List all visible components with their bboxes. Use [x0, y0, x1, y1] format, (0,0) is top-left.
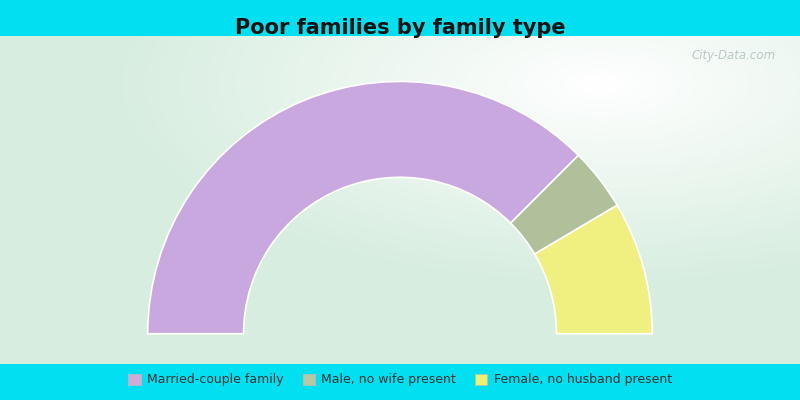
- Text: Poor families by family type: Poor families by family type: [234, 18, 566, 38]
- Text: City-Data.com: City-Data.com: [691, 49, 775, 62]
- Wedge shape: [510, 155, 617, 254]
- Wedge shape: [148, 82, 578, 334]
- Legend: Married-couple family, Male, no wife present, Female, no husband present: Married-couple family, Male, no wife pre…: [128, 374, 672, 386]
- Wedge shape: [534, 205, 652, 334]
